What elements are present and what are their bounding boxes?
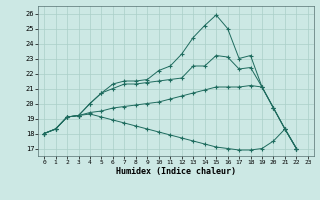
X-axis label: Humidex (Indice chaleur): Humidex (Indice chaleur) [116, 167, 236, 176]
